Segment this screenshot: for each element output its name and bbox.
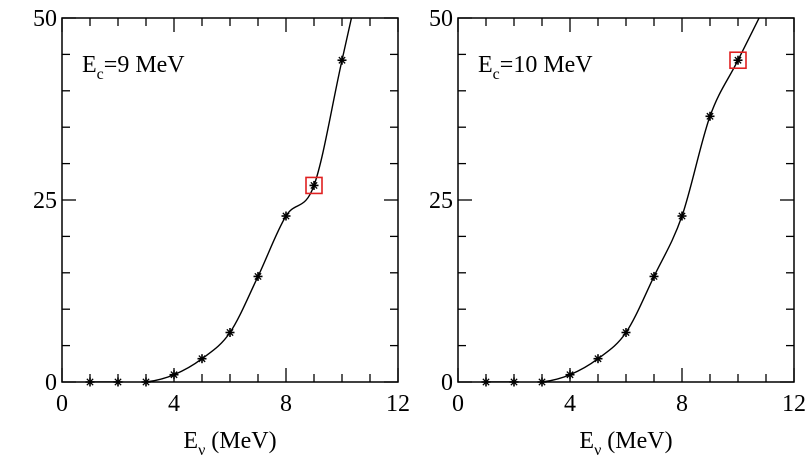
data-point xyxy=(169,370,179,380)
data-point xyxy=(253,271,263,281)
y-tick-label: 25 xyxy=(33,188,57,214)
energy-cut-label-sub: c xyxy=(493,66,500,83)
x-axis-title-sub: ν xyxy=(198,442,205,458)
x-tick-label: 8 xyxy=(676,391,688,417)
x-axis-title-main: E xyxy=(183,428,198,454)
energy-cut-label-main: E xyxy=(478,52,493,78)
x-tick-label: 4 xyxy=(564,391,576,417)
data-point xyxy=(85,377,95,387)
data-point xyxy=(281,211,291,221)
series-line xyxy=(486,18,760,382)
data-point xyxy=(677,211,687,221)
y-tick-label: 0 xyxy=(45,370,57,396)
data-point xyxy=(113,377,123,387)
x-axis-title-rest: (MeV) xyxy=(601,428,672,454)
energy-cut-label-sub: c xyxy=(97,66,104,83)
x-tick-label: 12 xyxy=(782,391,806,417)
data-point xyxy=(225,327,235,337)
data-point xyxy=(593,354,603,364)
series-line xyxy=(90,18,353,382)
y-tick-label: 25 xyxy=(429,188,453,214)
energy-cut-label-rest: =9 MeV xyxy=(104,52,186,78)
x-tick-label: 4 xyxy=(168,391,180,417)
x-axis-title: Eν (MeV) xyxy=(183,428,276,458)
highlight-marker xyxy=(729,51,747,70)
x-tick-label: 8 xyxy=(280,391,292,417)
x-axis-title-sub: ν xyxy=(594,442,601,458)
data-point xyxy=(705,111,715,121)
y-tick-label: 0 xyxy=(441,370,453,396)
energy-cut-label-main: E xyxy=(82,52,97,78)
y-tick-label: 50 xyxy=(429,6,453,32)
y-tick-label: 50 xyxy=(33,6,57,32)
data-point xyxy=(141,377,151,387)
energy-cut-label: Ec=10 MeV xyxy=(478,52,593,83)
data-point xyxy=(621,327,631,337)
x-axis-title-main: E xyxy=(579,428,594,454)
data-point xyxy=(733,55,743,65)
data-point xyxy=(481,377,491,387)
energy-cut-label-rest: =10 MeV xyxy=(500,52,594,78)
data-point xyxy=(509,377,519,387)
data-point xyxy=(649,271,659,281)
x-tick-label: 0 xyxy=(452,391,464,417)
x-axis-title: Eν (MeV) xyxy=(579,428,672,458)
energy-cut-label: Ec=9 MeV xyxy=(82,52,185,83)
x-axis-title-rest: (MeV) xyxy=(205,428,276,454)
data-point xyxy=(565,370,575,380)
data-point xyxy=(337,55,347,65)
data-point xyxy=(537,377,547,387)
x-tick-label: 0 xyxy=(56,391,68,417)
x-tick-label: 12 xyxy=(386,391,410,417)
data-point xyxy=(197,354,207,364)
data-point xyxy=(309,180,319,190)
highlight-marker xyxy=(305,176,323,195)
